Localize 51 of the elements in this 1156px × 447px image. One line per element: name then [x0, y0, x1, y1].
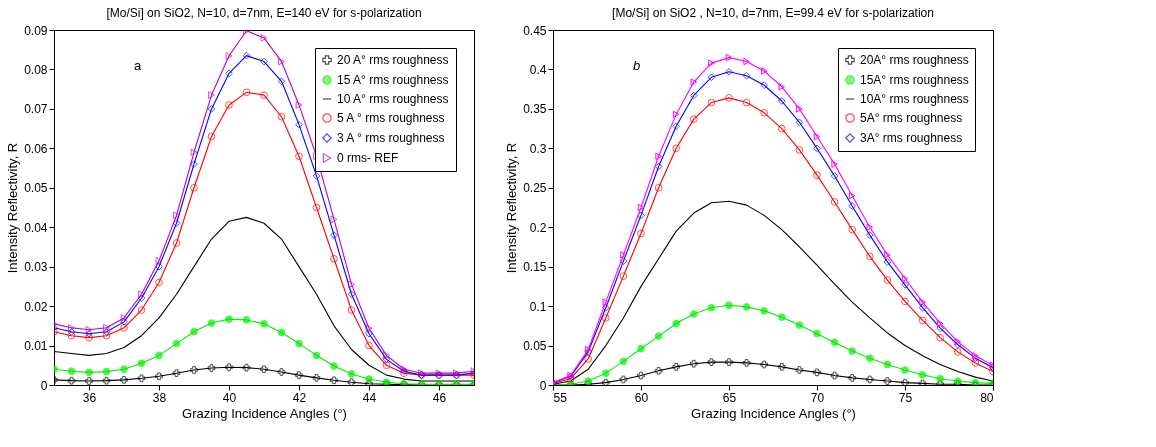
y-tick-label: 0.15	[523, 260, 547, 275]
y-tick-label: 0.06	[24, 141, 48, 156]
x-axis-title: Grazing Incidence Angles (°)	[691, 405, 856, 421]
legend-label: 20A° rms roughness	[860, 53, 969, 67]
x-tick-label: 42	[292, 390, 307, 405]
x-tick-label: 46	[432, 390, 447, 405]
annotation: b	[633, 58, 641, 73]
x-tick-label: 80	[980, 390, 994, 405]
x-tick-label: 70	[810, 390, 825, 405]
y-tick-label: 0.05	[24, 181, 48, 196]
x-tick-label: 38	[152, 390, 167, 405]
y-tick-label: 0	[539, 378, 547, 393]
y-tick-label: 0.09	[24, 23, 48, 38]
y-tick-label: 0.03	[24, 260, 48, 275]
y-tick-label: 0.05	[523, 339, 547, 354]
annotation: a	[134, 58, 142, 73]
y-tick-label: 0.4	[529, 62, 547, 77]
legend-label: 3 A ° rms roughness	[337, 131, 445, 145]
legend-label: 15 A° rms roughness	[337, 73, 449, 87]
y-tick-label: 0.35	[523, 102, 547, 117]
y-tick-label: 0.25	[523, 181, 547, 196]
x-tick-label: 75	[898, 390, 913, 405]
x-tick-label: 44	[362, 390, 377, 405]
y-tick-label: 0.02	[24, 299, 48, 314]
y-axis-title: Intensity Reflectivity, R	[504, 142, 520, 274]
y-tick-label: 0.01	[24, 339, 48, 354]
legend-label: 5A° rms roughness	[860, 111, 963, 125]
legend-label: 3A° rms roughness	[860, 131, 963, 145]
y-tick-label: 0.3	[529, 141, 547, 156]
x-tick-label: 36	[82, 390, 97, 405]
x-tick-label: 40	[222, 390, 237, 405]
y-tick-label: 0.07	[24, 102, 48, 117]
y-axis-title: Intensity Reflectivity, R	[5, 142, 21, 274]
chart-title: [Mo/Si] on SiO2, N=10, d=7nm, E=140 eV for s-polarization	[106, 6, 422, 20]
y-tick-label: 0.08	[24, 62, 48, 77]
x-axis-title: Grazing Incidence Angles (°)	[182, 405, 347, 421]
legend-label: 20 A° rms roughness	[337, 53, 449, 67]
y-tick-label: 0.1	[529, 299, 547, 314]
chart-title: [Mo/Si] on SiO2 , N=10, d=7nm, E=99.4 eV for s-polarization	[612, 6, 934, 20]
x-tick-label: 55	[553, 390, 568, 405]
legend-label: 10A° rms roughness	[860, 92, 969, 106]
legend-label: 5 A ° rms roughness	[337, 111, 445, 125]
legend-label: 10 A° rms roughness	[337, 92, 449, 106]
y-tick-label: 0.04	[24, 220, 48, 235]
y-tick-label: 0.2	[529, 220, 547, 235]
legend-label: 0 rms- REF	[337, 151, 399, 165]
x-tick-label: 60	[634, 390, 649, 405]
legend-label: 15A° rms roughness	[860, 73, 969, 87]
y-tick-label: 0	[40, 378, 48, 393]
x-tick-label: 65	[722, 390, 737, 405]
y-tick-label: 0.45	[523, 23, 547, 38]
